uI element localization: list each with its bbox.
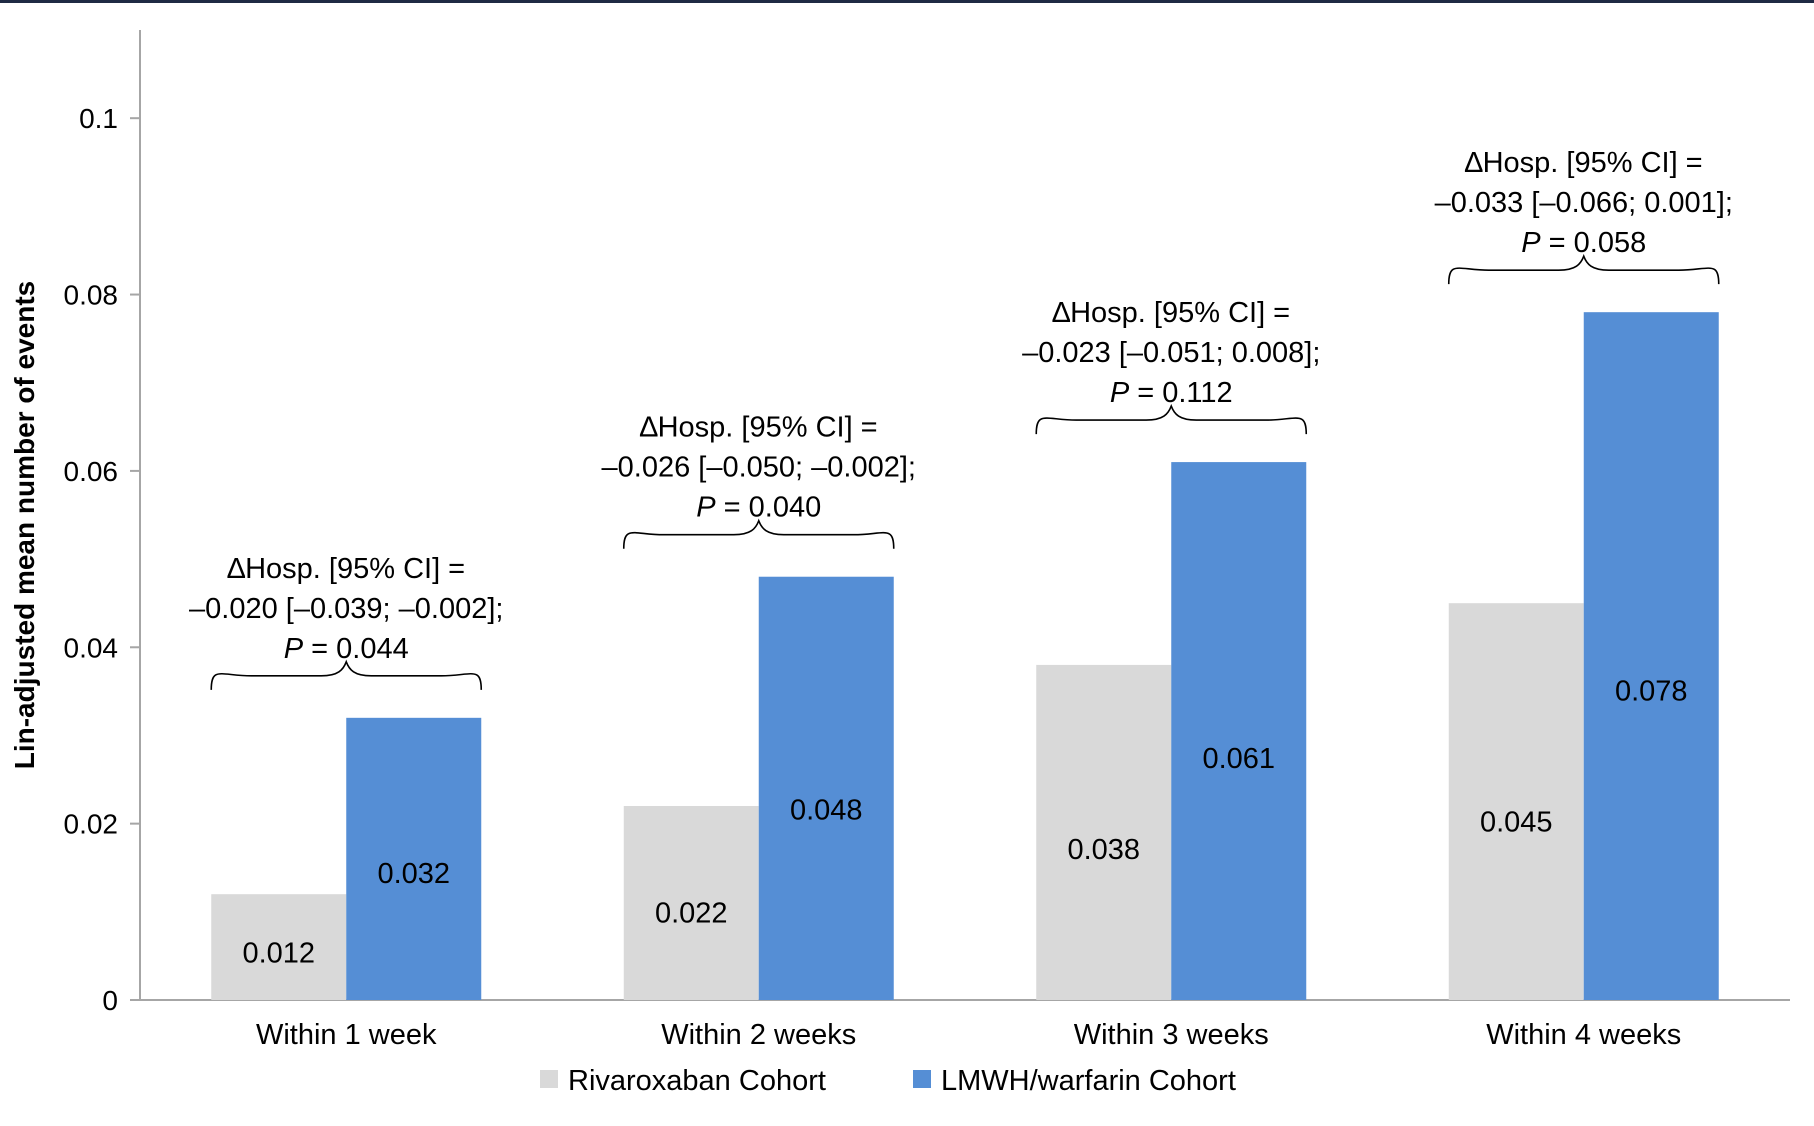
bar-rivaroxaban bbox=[1036, 664, 1172, 1000]
data-label: 0.045 bbox=[1480, 806, 1553, 838]
y-axis-label: Lin-adjusted mean number of events bbox=[9, 281, 40, 770]
annotation-p-value: P = 0.112 bbox=[1110, 377, 1233, 409]
annotation-line-2: –0.026 [–0.050; –0.002]; bbox=[602, 452, 916, 484]
bar-lmwh-warfarin bbox=[346, 717, 482, 1000]
p-value: = 0.058 bbox=[1541, 227, 1647, 259]
x-tick-label: Within 1 week bbox=[256, 1019, 437, 1051]
annotation-line-2: –0.020 [–0.039; –0.002]; bbox=[189, 593, 503, 625]
bar-rivaroxaban bbox=[1448, 603, 1584, 1000]
annotation-line-1: ∆Hosp. [95% CI] = bbox=[1465, 147, 1703, 179]
y-tick-label: 0.04 bbox=[64, 632, 119, 663]
data-label: 0.032 bbox=[377, 858, 450, 890]
y-tick-label: 0.1 bbox=[79, 103, 118, 134]
data-label: 0.061 bbox=[1202, 743, 1275, 775]
bar-rivaroxaban bbox=[623, 806, 759, 1000]
bar-lmwh-warfarin bbox=[1583, 312, 1719, 1000]
data-label: 0.078 bbox=[1615, 675, 1688, 707]
chart-legend: Rivaroxaban Cohort LMWH/warfarin Cohort bbox=[540, 1065, 1236, 1097]
top-border bbox=[0, 0, 1814, 3]
annotation-brace bbox=[622, 518, 895, 549]
p-symbol: P bbox=[284, 633, 304, 665]
data-label: 0.048 bbox=[790, 795, 863, 827]
p-value: = 0.112 bbox=[1129, 377, 1232, 409]
p-symbol: P bbox=[1110, 377, 1130, 409]
x-tick-label: Within 4 weeks bbox=[1486, 1019, 1681, 1051]
annotation-p-value: P = 0.044 bbox=[284, 633, 409, 665]
bar-rivaroxaban bbox=[211, 894, 347, 1000]
annotation-line-1: ∆Hosp. [95% CI] = bbox=[1052, 297, 1290, 329]
annotation-line-2: –0.023 [–0.051; 0.008]; bbox=[1022, 337, 1320, 369]
annotation-brace bbox=[210, 659, 483, 690]
y-tick-label: 0 bbox=[102, 985, 118, 1016]
y-tick-label: 0.06 bbox=[64, 456, 119, 487]
y-tick-label: 0.02 bbox=[64, 809, 119, 840]
x-tick-label: Within 2 weeks bbox=[661, 1019, 856, 1051]
annotation-p-value: P = 0.058 bbox=[1521, 227, 1646, 259]
chart-annotations: ∆Hosp. [95% CI] = –0.020 [–0.039; –0.002]… bbox=[189, 147, 1733, 690]
legend-swatch bbox=[913, 1070, 931, 1088]
p-symbol: P bbox=[1521, 227, 1541, 259]
data-label: 0.012 bbox=[242, 937, 315, 969]
bar-lmwh-warfarin bbox=[758, 576, 894, 1000]
annotation-line-2: –0.033 [–0.066; 0.001]; bbox=[1435, 187, 1733, 219]
legend-swatch bbox=[540, 1070, 558, 1088]
x-tick-label: Within 3 weeks bbox=[1074, 1019, 1269, 1051]
annotation-p-value: P = 0.040 bbox=[696, 492, 821, 524]
annotation-brace bbox=[1447, 253, 1720, 285]
annotation-brace bbox=[1035, 403, 1308, 435]
y-tick-label: 0.08 bbox=[64, 280, 119, 311]
p-symbol: P bbox=[696, 492, 716, 524]
annotation-line-1: ∆Hosp. [95% CI] = bbox=[640, 412, 878, 444]
chart-bars bbox=[211, 312, 1719, 1000]
p-value: = 0.040 bbox=[716, 492, 822, 524]
chart-data-labels: 0.012 0.032 0.022 0.048 0.038 0.061 0.045 0.078 bbox=[242, 675, 1687, 969]
data-label: 0.038 bbox=[1067, 834, 1140, 866]
legend-label: LMWH/warfarin Cohort bbox=[941, 1065, 1236, 1097]
annotation-line-1: ∆Hosp. [95% CI] = bbox=[227, 553, 465, 585]
chart-axes: 0 0.02 0.04 0.06 0.08 0.1 Lin-adjusted mean nu… bbox=[9, 30, 1790, 1051]
bar-lmwh-warfarin bbox=[1171, 462, 1307, 1000]
data-label: 0.022 bbox=[655, 898, 728, 930]
p-value: = 0.044 bbox=[303, 633, 409, 665]
legend-label: Rivaroxaban Cohort bbox=[568, 1065, 826, 1097]
